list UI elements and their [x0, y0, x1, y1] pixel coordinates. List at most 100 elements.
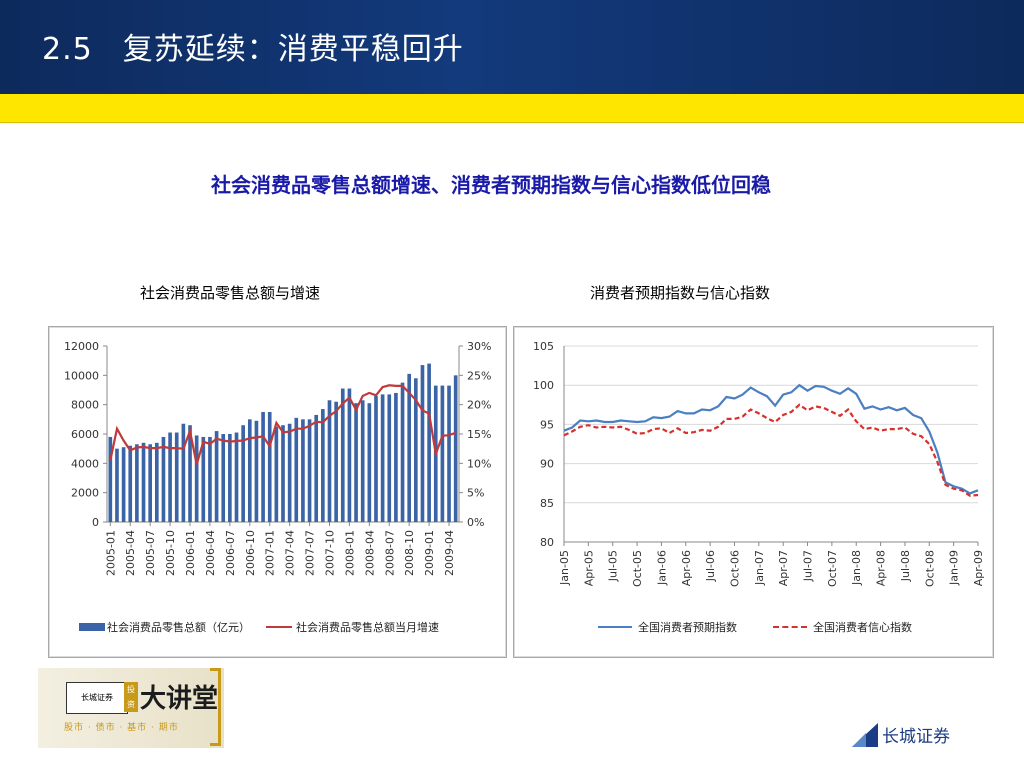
- sales-bar: [201, 436, 206, 522]
- x-tick-label: 2006-07: [224, 530, 237, 576]
- sales-bar: [194, 435, 199, 522]
- x-tick-label: 2006-01: [184, 530, 197, 576]
- sales-bar: [274, 426, 279, 522]
- x-tick-label: Jan-09: [948, 550, 961, 586]
- sales-bar: [314, 414, 319, 522]
- x-tick-label: 2006-10: [244, 530, 257, 576]
- sales-bar: [321, 409, 325, 522]
- sales-bar: [214, 431, 219, 522]
- chart2-title: 消费者预期指数与信心指数: [590, 284, 771, 302]
- sales-bar: [294, 417, 299, 522]
- sales-bar: [287, 423, 292, 522]
- y-left-tick-label: 12000: [64, 340, 99, 353]
- legend-expectation-label: 全国消费者预期指数: [638, 621, 737, 634]
- x-tick-label: 2007-01: [264, 530, 277, 576]
- sales-bar: [400, 382, 405, 522]
- slide-title: 2.5 复苏延续：消费平稳回升: [42, 24, 464, 68]
- sales-bar: [221, 434, 226, 522]
- lecture-logo: 长城证券 投资 大讲堂 股市 · 债市 · 基市 · 期市: [38, 668, 224, 748]
- chart1-frame: 0 2000 4000 6000 8000 10000 12000 0% 5% 10% 15% 20%…: [48, 326, 507, 658]
- sales-bar: [420, 365, 425, 522]
- confidence-line: [563, 403, 979, 497]
- sales-bar: [360, 400, 365, 522]
- y-right-tick-label: 20%: [467, 399, 491, 412]
- retail-sales-chart: 0 2000 4000 6000 8000 10000 12000 0% 5% 10% 15% 20%…: [64, 340, 491, 576]
- sales-bar: [174, 432, 179, 522]
- y-left-tick-label: 8000: [71, 399, 99, 412]
- sales-bar: [228, 434, 232, 522]
- legend-confidence-label: 全国消费者信心指数: [813, 621, 912, 634]
- y-tick-label: 90: [540, 458, 554, 471]
- y-left-tick-label: 4000: [71, 457, 99, 470]
- x-tick-label: 2007-04: [284, 530, 297, 576]
- brand-name: 长城证券: [882, 727, 950, 747]
- y-left-tick-label: 6000: [71, 428, 99, 441]
- x-tick-label: 2006-04: [204, 530, 217, 576]
- sales-bar: [135, 444, 139, 522]
- sales-bar: [141, 442, 146, 522]
- chart2-frame: 80 85 90 95 100 105 Jan-05 Apr-05 Jul-05 Oct-05 Ja…: [513, 326, 994, 658]
- sales-bar: [354, 403, 358, 522]
- x-tick-label: 2009-01: [423, 530, 436, 576]
- x-tick-label: 2005-04: [124, 530, 137, 576]
- section-number: 2.5: [42, 32, 93, 67]
- sales-bar: [234, 432, 239, 522]
- y-right-tick-label: 15%: [467, 428, 491, 441]
- x-tick-label: 2009-04: [443, 530, 456, 576]
- x-tick-label: Jul-05: [607, 550, 620, 582]
- logo-title: 大讲堂: [140, 684, 219, 714]
- growth-line: [109, 384, 457, 465]
- sales-bar: [307, 419, 312, 522]
- sales-bar: [427, 363, 431, 522]
- sales-bar: [188, 425, 192, 522]
- x-tick-label: Apr-09: [972, 550, 985, 586]
- x-tick-label: 2008-04: [363, 530, 376, 576]
- slide-subtitle: 社会消费品零售总额增速、消费者预期指数与信心指数低位回稳: [211, 173, 771, 197]
- sales-bar: [440, 385, 445, 522]
- y-tick-label: 95: [540, 418, 554, 431]
- legend-line-label: 社会消费品零售总额当月增速: [296, 621, 439, 634]
- sales-bar: [261, 412, 265, 522]
- chart1-legend: 社会消费品零售总额（亿元） 社会消费品零售总额当月增速: [79, 619, 439, 635]
- x-tick-label: 2005-10: [164, 530, 177, 576]
- great-wall-securities-icon: [852, 722, 878, 747]
- x-tick-label: Jan-08: [850, 550, 863, 586]
- y-tick-label: 80: [540, 536, 554, 549]
- consumer-index-chart: 80 85 90 95 100 105 Jan-05 Apr-05 Jul-05 Oct-05 Ja…: [533, 340, 985, 587]
- legend-confidence-swatch: [773, 626, 807, 628]
- logo-stamp: 投资: [124, 682, 138, 712]
- slide-title-text: 复苏延续：消费平稳回升: [122, 32, 464, 67]
- y-left-tick-label: 0: [92, 516, 99, 529]
- legend-line-swatch: [266, 626, 292, 628]
- sales-bar: [267, 412, 272, 522]
- sales-bar: [128, 445, 133, 522]
- x-tick-label: Oct-05: [631, 550, 644, 587]
- sales-bar: [334, 401, 338, 522]
- sales-bar: [407, 373, 412, 522]
- yellow-band: [0, 94, 1024, 122]
- sales-bar: [181, 423, 186, 522]
- sales-bar: [241, 425, 245, 522]
- x-tick-label: Apr-08: [875, 550, 888, 586]
- x-tick-label: Apr-06: [680, 550, 693, 586]
- sales-bar: [148, 444, 152, 522]
- y-right-tick-label: 5%: [467, 487, 484, 500]
- x-tick-label: 2007-07: [304, 530, 317, 576]
- x-tick-label: 2005-07: [144, 530, 157, 576]
- sales-bar: [108, 436, 113, 522]
- y-right-tick-label: 30%: [467, 340, 491, 353]
- logo-bracket: [210, 668, 221, 746]
- sales-bar: [414, 378, 418, 522]
- chart2-legend: 全国消费者预期指数 全国消费者信心指数: [598, 619, 912, 635]
- x-tick-label: Jul-06: [704, 550, 717, 582]
- y-left-tick-label: 2000: [71, 487, 99, 500]
- x-tick-label: 2007-10: [323, 530, 336, 576]
- band-divider: [0, 122, 1024, 123]
- header-bar: [0, 0, 1024, 94]
- sales-bar: [247, 419, 252, 522]
- y-tick-label: 100: [533, 379, 554, 392]
- logo-tagline: 股市 · 债市 · 基市 · 期市: [64, 723, 179, 733]
- sales-bar: [208, 436, 212, 522]
- y-right-tick-label: 10%: [467, 457, 491, 470]
- y-right-tick-label: 0%: [467, 516, 484, 529]
